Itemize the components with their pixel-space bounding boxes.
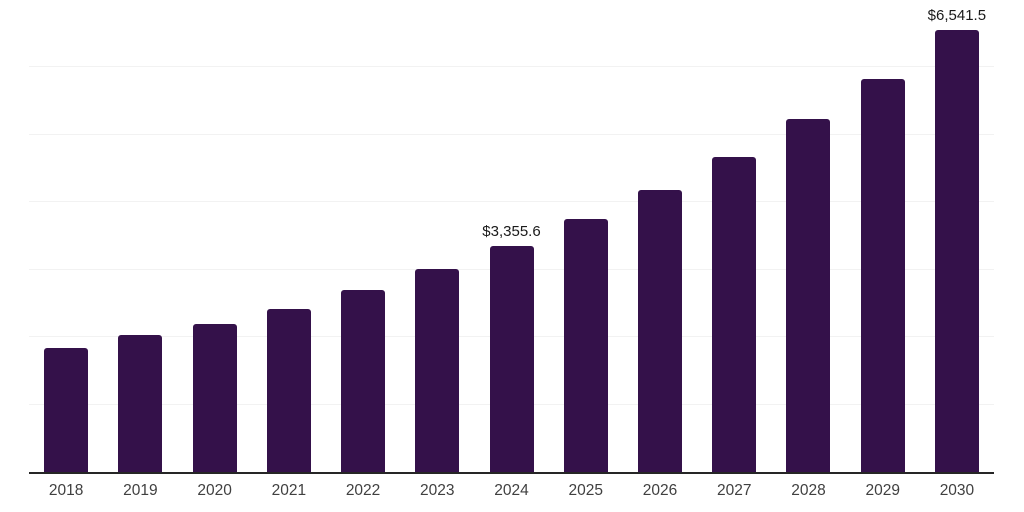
plot-area: $3,355.6 $6,541.5 [29,0,994,474]
x-tick-label-2028: 2028 [791,482,826,499]
x-tick-label-2026: 2026 [642,482,678,499]
bar-2027[interactable] [712,157,757,472]
x-tick-label-2024: 2024 [494,482,529,499]
gridline-6000 [29,66,994,68]
x-tick-label-2027: 2027 [716,482,752,499]
x-tick-label-2025: 2025 [568,482,603,499]
bar-2028[interactable] [786,119,831,472]
value-label-2030: $6,541.5 [927,7,987,25]
bar-2019[interactable] [118,334,163,472]
bar-2030[interactable] [934,30,979,472]
gridline-5000 [29,133,994,135]
x-tick-label-2019: 2019 [123,482,158,499]
x-tick-label-2022: 2022 [345,482,381,499]
x-tick-label-2030: 2030 [939,482,975,499]
bar-2021[interactable] [266,308,311,472]
bar-2025[interactable] [563,219,608,472]
bar-2024[interactable] [489,245,534,472]
x-tick-label-2021: 2021 [271,482,307,499]
bar-2020[interactable] [192,323,237,472]
bar-2023[interactable] [415,269,460,472]
x-tick-label-2029: 2029 [865,482,900,499]
x-axis: 2018 2019 2020 2021 2022 2023 2024 2025 2026 2027… [29,482,994,501]
x-tick-label-2020: 2020 [197,482,232,499]
value-label-2024: $3,355.6 [482,222,541,240]
bar-2018[interactable] [44,348,89,472]
bar-2029[interactable] [860,79,905,472]
x-tick-label-2023: 2023 [420,482,455,499]
bar-2026[interactable] [637,190,682,472]
gridline-4000 [29,201,994,203]
bar-2022[interactable] [341,290,386,472]
x-tick-label-2018: 2018 [48,482,84,499]
